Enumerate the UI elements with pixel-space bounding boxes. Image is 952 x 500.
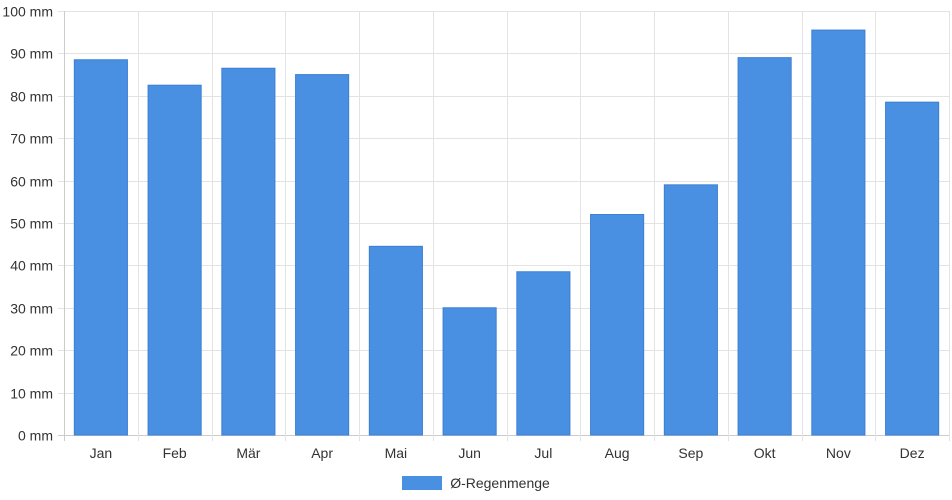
y-tick-label: 40 mm (10, 258, 53, 274)
x-tick-label: Dez (900, 445, 925, 461)
y-tick-label: 100 mm (2, 4, 53, 20)
x-tick-label: Okt (754, 445, 776, 461)
x-tick-label: Aug (605, 445, 630, 461)
y-tick-label: 90 mm (10, 46, 53, 62)
bar-jul (516, 271, 571, 436)
x-tick-label: Jun (458, 445, 481, 461)
bar-okt (737, 57, 792, 436)
y-tick-label: 20 mm (10, 343, 53, 359)
y-tick-label: 10 mm (10, 386, 53, 402)
bar-apr (295, 74, 350, 436)
y-tick-label: 50 mm (10, 216, 53, 232)
chart-gridlines (58, 11, 950, 441)
bar-sep (663, 184, 718, 436)
x-tick-label: Nov (826, 445, 851, 461)
chart-bars (73, 29, 940, 436)
x-tick-label: Feb (163, 445, 187, 461)
legend-label: Ø-Regenmenge (450, 475, 550, 491)
bar-nov (811, 29, 866, 436)
bar-feb (147, 84, 202, 436)
chart-axes: 0 mm 10 mm 20 mm 30 mm 40 mm 50 mm 60 mm 70 mm 8… (2, 4, 924, 462)
bar-jan (73, 59, 128, 436)
x-tick-label: Mai (385, 445, 408, 461)
x-tick-label: Apr (311, 445, 333, 461)
bar-mai (368, 245, 423, 436)
x-tick-label: Jul (534, 445, 552, 461)
y-tick-label: 60 mm (10, 174, 53, 190)
legend-swatch (402, 476, 443, 490)
bar-jun (442, 307, 497, 436)
x-tick-label: Jan (90, 445, 113, 461)
bar-aug (590, 214, 645, 436)
x-tick-label: Sep (678, 445, 703, 461)
bar-mär (221, 67, 276, 436)
legend-item-rainfall[interactable]: Ø-Regenmenge (402, 475, 550, 491)
y-tick-label: 0 mm (18, 428, 53, 444)
y-tick-label: 30 mm (10, 301, 53, 317)
chart-legend: Ø-Regenmenge (0, 472, 952, 494)
y-tick-label: 80 mm (10, 89, 53, 105)
x-tick-label: Mär (236, 445, 260, 461)
y-tick-label: 70 mm (10, 131, 53, 147)
bar-dez (885, 101, 940, 436)
